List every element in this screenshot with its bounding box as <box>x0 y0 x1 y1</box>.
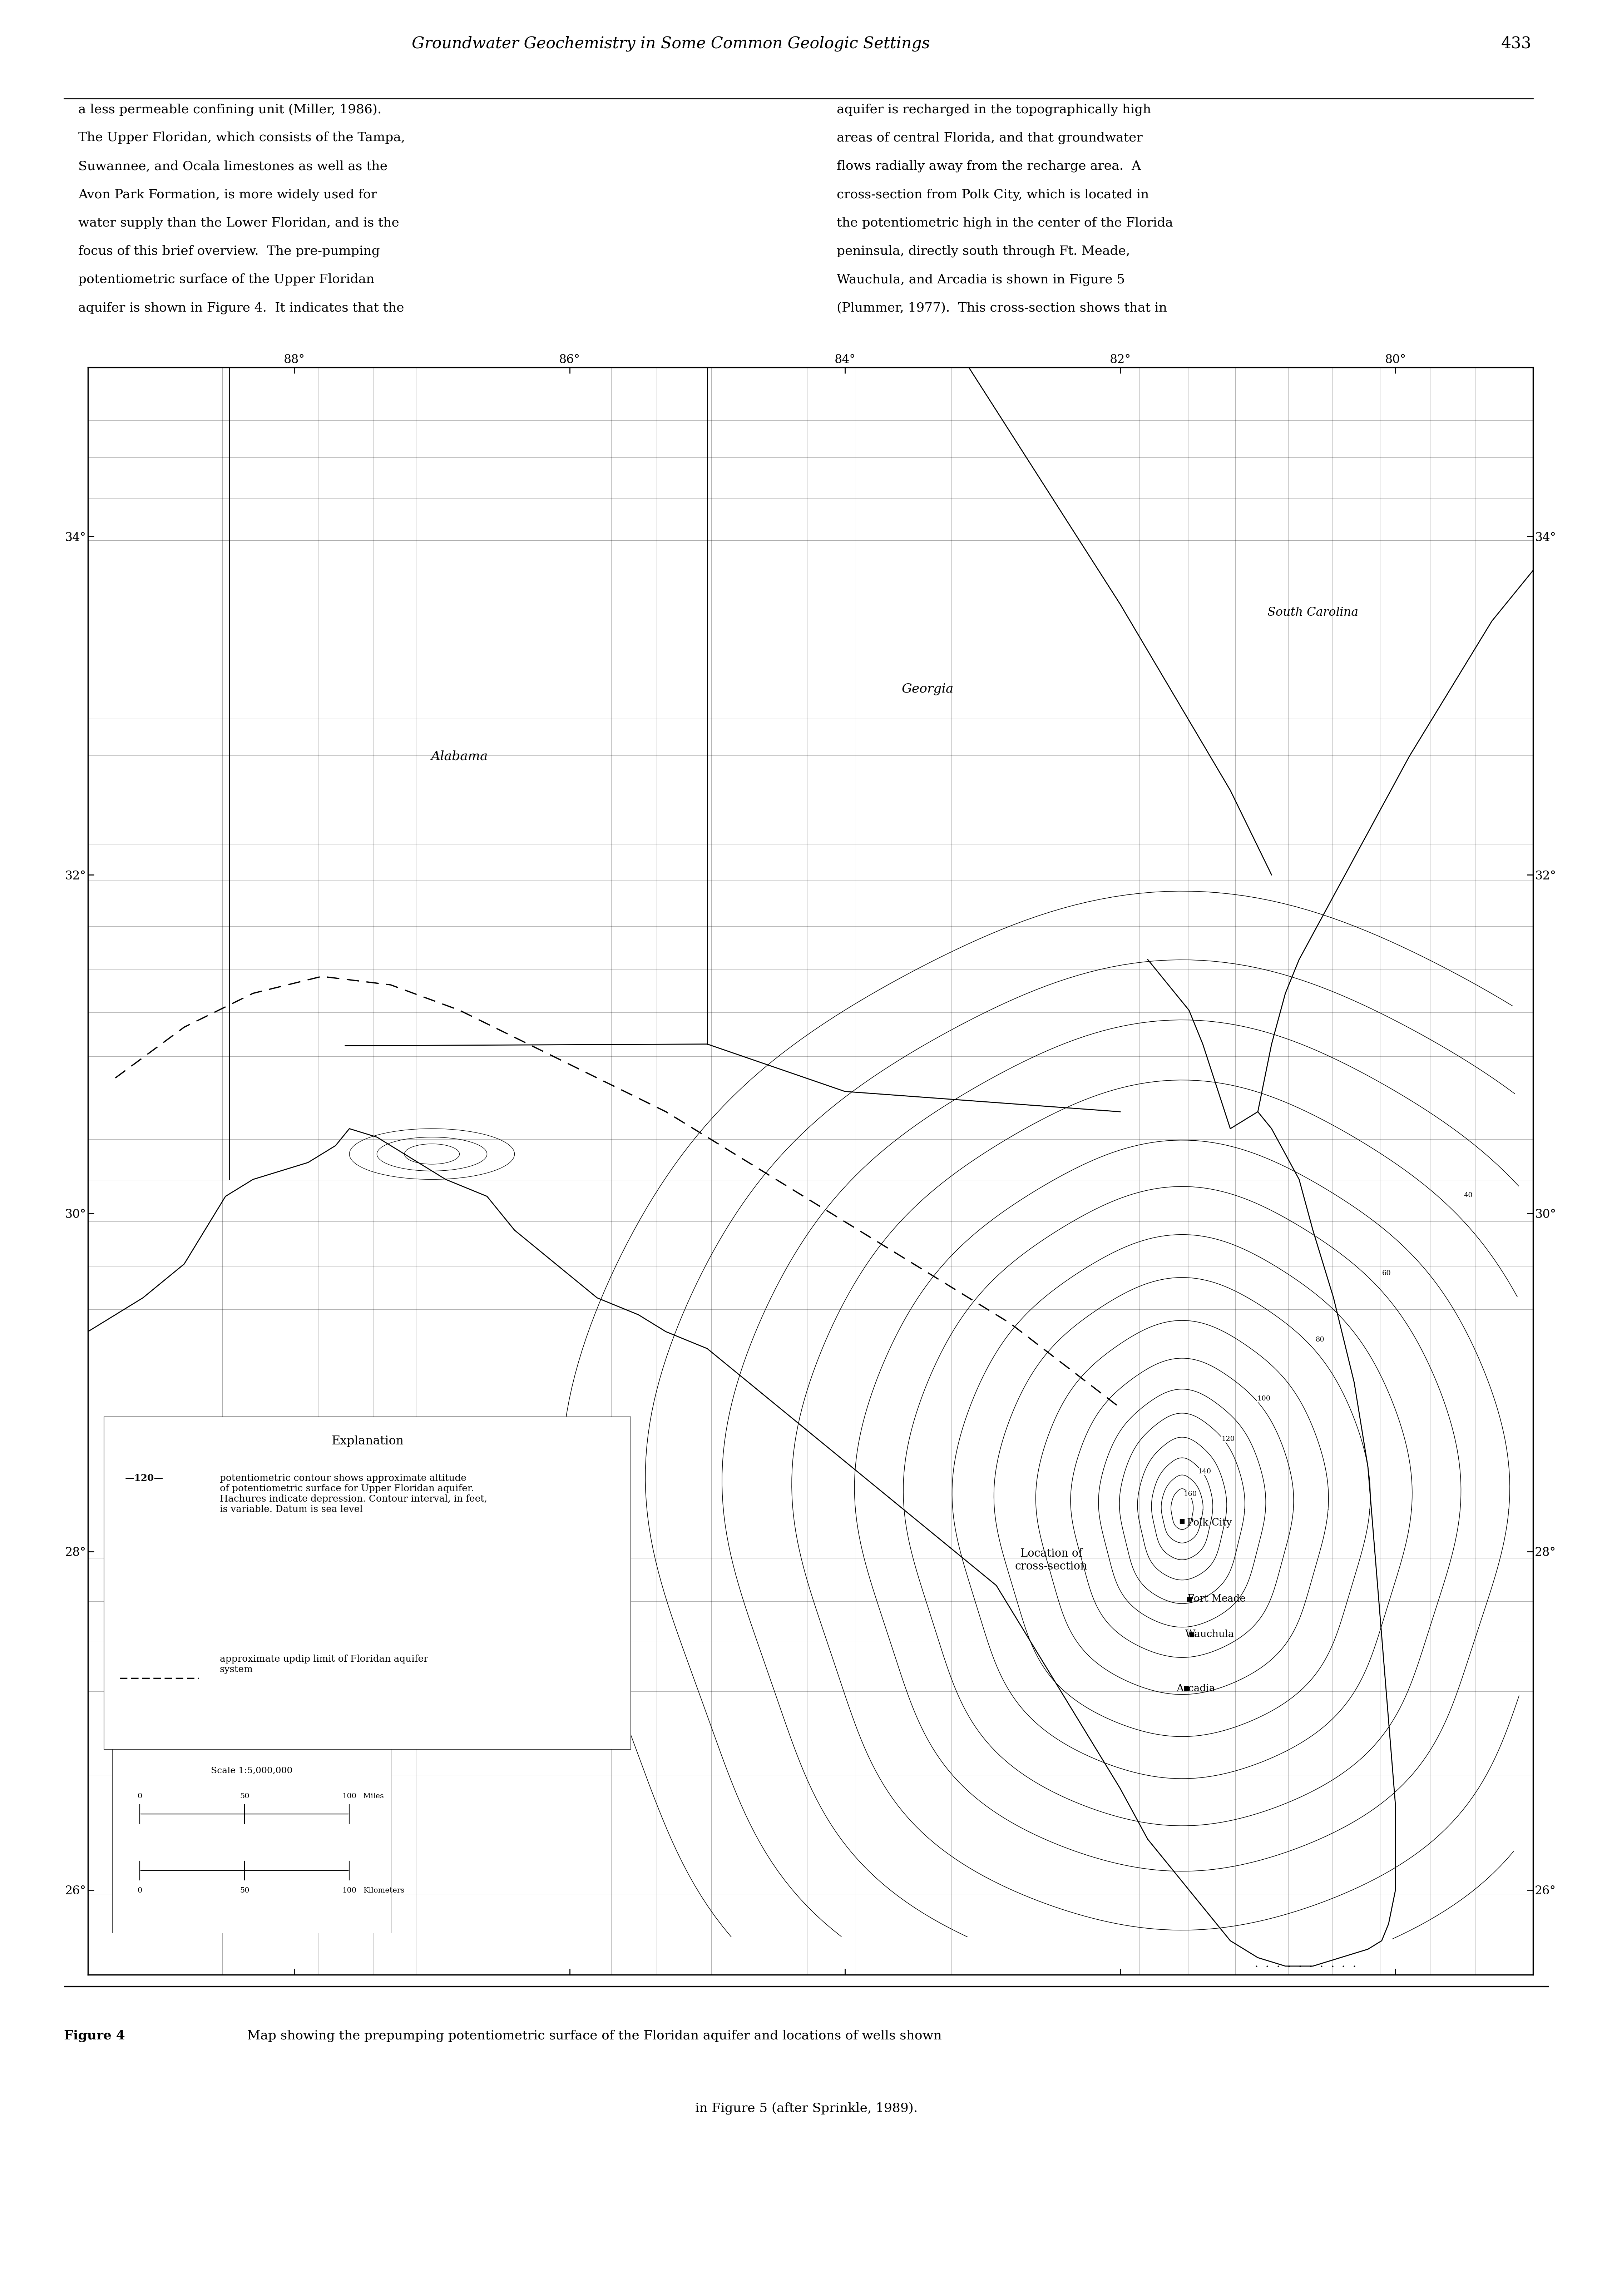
Text: Alabama: Alabama <box>431 751 489 762</box>
Text: 100: 100 <box>342 1793 356 1800</box>
Text: 140: 140 <box>1198 1469 1211 1474</box>
Text: Suwannee, and Ocala limestones as well as the: Suwannee, and Ocala limestones as well a… <box>78 161 388 172</box>
Text: Miles: Miles <box>364 1793 383 1800</box>
Text: 433: 433 <box>1501 37 1532 51</box>
Text: in Figure 5 (after Sprinkle, 1989).: in Figure 5 (after Sprinkle, 1989). <box>695 2103 918 2115</box>
Text: Groundwater Geochemistry in Some Common Geologic Settings: Groundwater Geochemistry in Some Common … <box>412 37 929 51</box>
Text: Figure 4: Figure 4 <box>64 2030 125 2041</box>
Text: Explanation: Explanation <box>331 1435 404 1446</box>
Text: 50: 50 <box>240 1793 249 1800</box>
Text: Wauchula: Wauchula <box>1185 1630 1234 1639</box>
Text: aquifer is shown in Figure 4.  It indicates that the: aquifer is shown in Figure 4. It indicat… <box>78 301 404 315</box>
Text: —120—: —120— <box>125 1474 163 1483</box>
Text: 60: 60 <box>1381 1270 1391 1277</box>
Text: Kilometers: Kilometers <box>364 1887 404 1894</box>
Text: Scale 1:5,000,000: Scale 1:5,000,000 <box>211 1768 292 1775</box>
Text: 80: 80 <box>1316 1336 1324 1343</box>
Text: 40: 40 <box>1464 1192 1472 1199</box>
Text: Map showing the prepumping potentiometric surface of the Floridan aquifer and lo: Map showing the prepumping potentiometri… <box>235 2030 942 2041</box>
Text: a less permeable confining unit (Miller, 1986).: a less permeable confining unit (Miller,… <box>78 103 382 115</box>
Text: 50: 50 <box>240 1887 249 1894</box>
Text: Georgia: Georgia <box>901 682 953 696</box>
Text: the potentiometric high in the center of the Florida: the potentiometric high in the center of… <box>837 216 1174 230</box>
Text: cross-section from Polk City, which is located in: cross-section from Polk City, which is l… <box>837 188 1150 200</box>
Text: focus of this brief overview.  The pre-pumping: focus of this brief overview. The pre-pu… <box>78 246 380 257</box>
Text: Arcadia: Arcadia <box>1177 1683 1215 1694</box>
Text: 100: 100 <box>1257 1396 1271 1403</box>
Text: 100: 100 <box>342 1887 356 1894</box>
Text: 120: 120 <box>1222 1435 1234 1442</box>
Text: aquifer is recharged in the topographically high: aquifer is recharged in the topographica… <box>837 103 1151 115</box>
Text: (Plummer, 1977).  This cross-section shows that in: (Plummer, 1977). This cross-section show… <box>837 301 1167 315</box>
Text: Wauchula, and Arcadia is shown in Figure 5: Wauchula, and Arcadia is shown in Figure… <box>837 273 1124 285</box>
Text: The Upper Floridan, which consists of the Tampa,: The Upper Floridan, which consists of th… <box>78 131 406 145</box>
Text: Location of
cross-section: Location of cross-section <box>1016 1548 1088 1573</box>
Text: South Carolina: South Carolina <box>1268 606 1359 618</box>
Text: 0: 0 <box>137 1887 142 1894</box>
Text: water supply than the Lower Floridan, and is the: water supply than the Lower Floridan, an… <box>78 216 399 230</box>
Text: potentiometric contour shows approximate altitude
of potentiometric surface for : potentiometric contour shows approximate… <box>220 1474 487 1513</box>
Text: approximate updip limit of Floridan aquifer
system: approximate updip limit of Floridan aqui… <box>220 1655 428 1674</box>
Text: Avon Park Formation, is more widely used for: Avon Park Formation, is more widely used… <box>78 188 377 200</box>
Text: Fort Meade: Fort Meade <box>1188 1593 1246 1605</box>
Text: 0: 0 <box>137 1793 142 1800</box>
Text: flows radially away from the recharge area.  A: flows radially away from the recharge ar… <box>837 161 1140 172</box>
Text: areas of central Florida, and that groundwater: areas of central Florida, and that groun… <box>837 131 1143 145</box>
Text: Polk City: Polk City <box>1187 1518 1233 1527</box>
Text: 160: 160 <box>1183 1490 1196 1497</box>
Text: peninsula, directly south through Ft. Meade,: peninsula, directly south through Ft. Me… <box>837 246 1131 257</box>
Text: potentiometric surface of the Upper Floridan: potentiometric surface of the Upper Flor… <box>78 273 374 285</box>
